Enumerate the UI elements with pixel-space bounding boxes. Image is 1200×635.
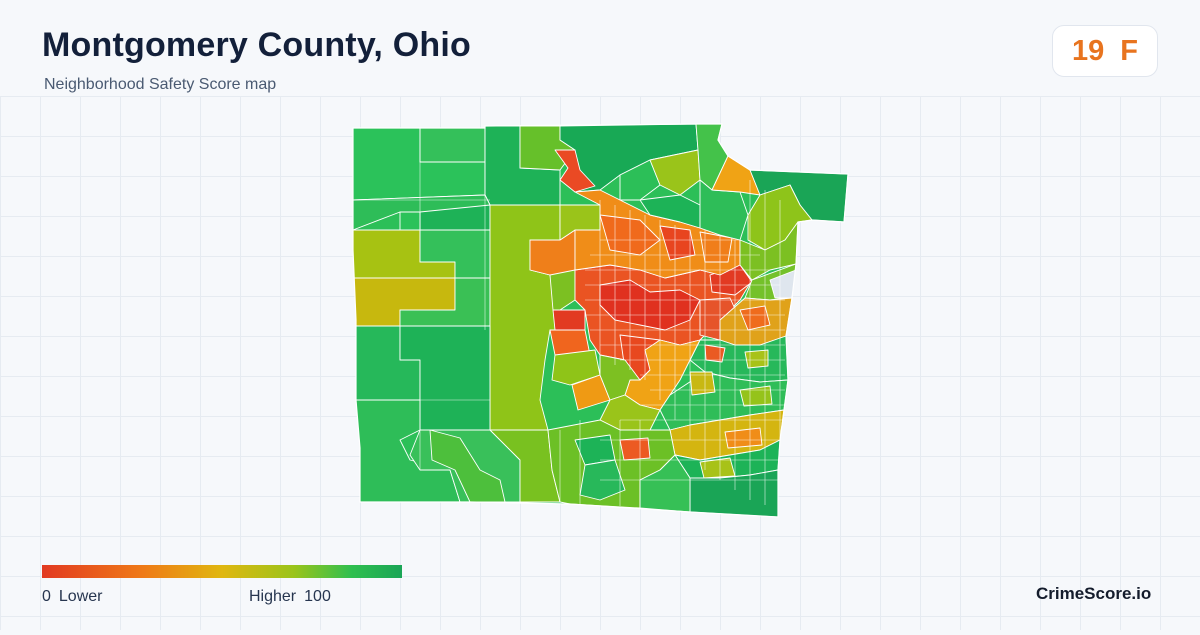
region-s-4	[689, 371, 716, 396]
region-city-w-4	[552, 309, 586, 331]
neighborhood-borders	[353, 126, 785, 510]
region-s-5	[739, 385, 773, 407]
legend-higher-label: Higher 100	[249, 588, 331, 606]
legend-lower-label: 0 Lower	[42, 588, 102, 606]
legend-min-value: 0	[42, 588, 51, 605]
legend-color-bar	[42, 565, 402, 578]
region-n-3	[649, 149, 701, 196]
region-spine-2	[599, 354, 641, 401]
county-outline	[352, 123, 849, 518]
safety-score-badge: 19 F	[1052, 25, 1158, 77]
region-e-4	[704, 344, 726, 363]
region-nw-2	[419, 127, 486, 163]
page-title: Montgomery County, Ohio	[42, 26, 471, 64]
region-e-5	[744, 349, 769, 369]
score-value: 19	[1072, 34, 1105, 67]
score-grade: F	[1120, 34, 1138, 67]
map-regions	[353, 124, 848, 517]
region-s-13	[619, 437, 651, 461]
region-e-2	[739, 305, 771, 331]
region-city-w-3	[549, 269, 576, 311]
region-s-7	[724, 427, 763, 449]
region-n-2	[619, 159, 661, 201]
legend-max-value: 100	[304, 588, 331, 605]
legend-min-text: Lower	[58, 588, 103, 605]
region-nw-6	[399, 211, 421, 231]
legend-max-text: Higher	[249, 588, 297, 605]
region-n-red	[554, 149, 596, 193]
page-subtitle: Neighborhood Safety Score map	[44, 76, 277, 93]
brand-logo-text: CrimeScore.io	[1036, 584, 1152, 603]
region-sw-5	[429, 429, 506, 503]
region-ring-n-4	[699, 231, 733, 263]
